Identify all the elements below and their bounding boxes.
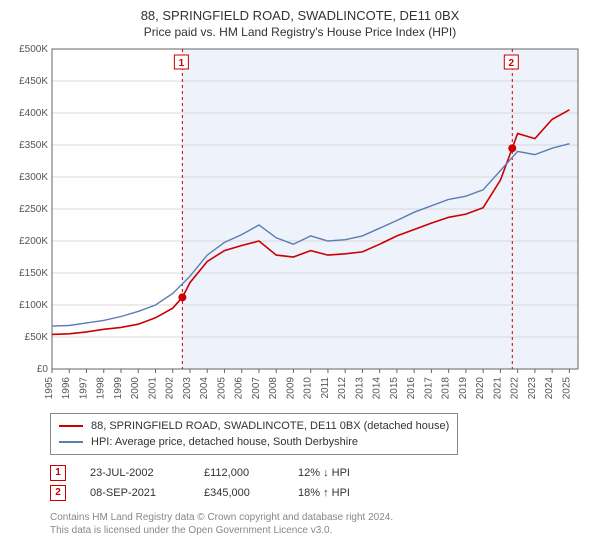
svg-text:£150K: £150K <box>19 268 48 279</box>
svg-text:2006: 2006 <box>234 377 245 400</box>
svg-text:1996: 1996 <box>61 377 72 400</box>
svg-text:2014: 2014 <box>372 377 383 400</box>
svg-text:2018: 2018 <box>441 377 452 400</box>
legend-item: 88, SPRINGFIELD ROAD, SWADLINCOTE, DE11 … <box>59 418 449 434</box>
svg-text:2002: 2002 <box>165 377 176 400</box>
legend-swatch <box>59 441 83 443</box>
svg-text:2020: 2020 <box>475 377 486 400</box>
svg-text:2: 2 <box>509 58 515 69</box>
attribution-footer: Contains HM Land Registry data © Crown c… <box>50 511 590 537</box>
chart-container: 88, SPRINGFIELD ROAD, SWADLINCOTE, DE11 … <box>0 0 600 547</box>
line-chart-svg: £0 £50K £100K £150K £200K £250K £300K £350K £400… <box>10 45 590 405</box>
svg-text:2022: 2022 <box>510 377 521 400</box>
svg-text:2003: 2003 <box>182 377 193 400</box>
svg-text:£400K: £400K <box>19 108 48 119</box>
svg-text:2021: 2021 <box>492 377 503 400</box>
svg-text:1998: 1998 <box>96 377 107 400</box>
svg-text:2009: 2009 <box>285 377 296 400</box>
transaction-row: 1 23-JUL-2002 £112,000 12% ↓ HPI <box>50 463 590 483</box>
svg-text:2016: 2016 <box>406 377 417 400</box>
svg-text:1995: 1995 <box>44 377 55 400</box>
svg-text:2005: 2005 <box>216 377 227 400</box>
svg-text:2007: 2007 <box>251 377 262 400</box>
transaction-table: 1 23-JUL-2002 £112,000 12% ↓ HPI 2 08-SE… <box>50 463 590 503</box>
svg-text:£350K: £350K <box>19 140 48 151</box>
transaction-price: £112,000 <box>204 463 274 483</box>
svg-text:2025: 2025 <box>561 377 572 400</box>
svg-text:1999: 1999 <box>113 377 124 400</box>
chart-area: £0 £50K £100K £150K £200K £250K £300K £350K £400… <box>10 45 590 405</box>
footer-line: This data is licensed under the Open Gov… <box>50 524 590 537</box>
svg-text:2023: 2023 <box>527 377 538 400</box>
chart-title: 88, SPRINGFIELD ROAD, SWADLINCOTE, DE11 … <box>10 8 590 23</box>
svg-text:£250K: £250K <box>19 204 48 215</box>
svg-text:£500K: £500K <box>19 45 48 55</box>
transaction-date: 23-JUL-2002 <box>90 463 180 483</box>
svg-text:2004: 2004 <box>199 377 210 400</box>
legend: 88, SPRINGFIELD ROAD, SWADLINCOTE, DE11 … <box>50 413 458 455</box>
event-badge: 2 <box>50 485 66 501</box>
svg-text:1: 1 <box>179 58 185 69</box>
svg-text:2001: 2001 <box>147 377 158 400</box>
svg-text:£300K: £300K <box>19 172 48 183</box>
svg-text:2024: 2024 <box>544 377 555 400</box>
svg-text:£0: £0 <box>37 364 49 375</box>
transaction-date: 08-SEP-2021 <box>90 483 180 503</box>
svg-text:2008: 2008 <box>268 377 279 400</box>
legend-swatch <box>59 425 83 427</box>
legend-label: HPI: Average price, detached house, Sout… <box>91 434 358 450</box>
legend-item: HPI: Average price, detached house, Sout… <box>59 434 449 450</box>
svg-text:2015: 2015 <box>389 377 400 400</box>
transaction-row: 2 08-SEP-2021 £345,000 18% ↑ HPI <box>50 483 590 503</box>
svg-text:£450K: £450K <box>19 76 48 87</box>
svg-text:£50K: £50K <box>25 332 49 343</box>
legend-label: 88, SPRINGFIELD ROAD, SWADLINCOTE, DE11 … <box>91 418 449 434</box>
transaction-pct: 18% ↑ HPI <box>298 483 388 503</box>
svg-text:2017: 2017 <box>423 377 434 400</box>
svg-text:2000: 2000 <box>130 377 141 400</box>
svg-text:1997: 1997 <box>78 377 89 400</box>
chart-subtitle: Price paid vs. HM Land Registry's House … <box>10 25 590 39</box>
svg-text:2011: 2011 <box>320 377 331 399</box>
transaction-pct: 12% ↓ HPI <box>298 463 388 483</box>
footer-line: Contains HM Land Registry data © Crown c… <box>50 511 590 524</box>
svg-text:2010: 2010 <box>303 377 314 400</box>
svg-text:£100K: £100K <box>19 300 48 311</box>
event-badge: 1 <box>50 465 66 481</box>
transaction-price: £345,000 <box>204 483 274 503</box>
svg-text:2019: 2019 <box>458 377 469 400</box>
svg-text:2012: 2012 <box>337 377 348 400</box>
svg-text:£200K: £200K <box>19 236 48 247</box>
svg-text:2013: 2013 <box>354 377 365 400</box>
